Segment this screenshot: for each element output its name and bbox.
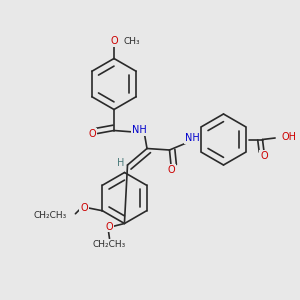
Text: H: H	[117, 158, 124, 168]
Text: NH: NH	[132, 124, 147, 135]
Text: NH: NH	[184, 133, 200, 143]
Text: CH₂CH₃: CH₂CH₃	[93, 240, 126, 249]
Text: O: O	[80, 203, 88, 213]
Text: CH₃: CH₃	[123, 37, 140, 46]
Text: O: O	[110, 36, 118, 46]
Text: O: O	[167, 165, 175, 176]
Text: OH: OH	[281, 131, 296, 142]
Text: O: O	[88, 128, 96, 139]
Text: CH₂CH₃: CH₂CH₃	[33, 211, 66, 220]
Text: O: O	[260, 151, 268, 161]
Text: O: O	[105, 221, 113, 232]
